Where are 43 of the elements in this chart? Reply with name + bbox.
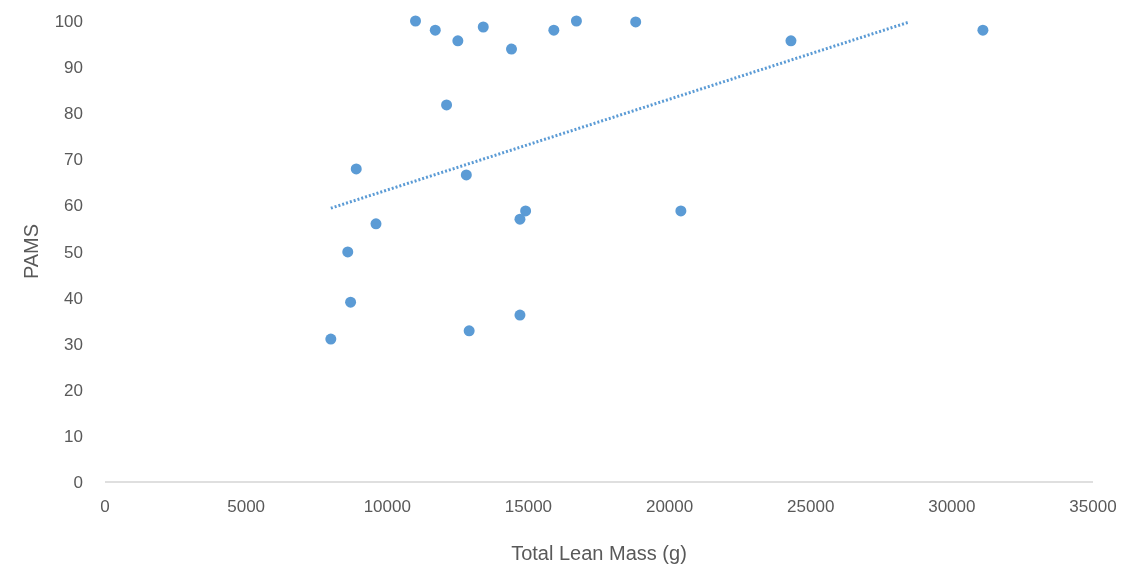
point [370, 218, 382, 230]
x-tick-label: 20000 [645, 497, 694, 516]
x-tick-label: 5000 [227, 497, 266, 516]
y-tick-label: 10 [64, 426, 83, 446]
y-tick-label: 30 [64, 334, 83, 354]
point [463, 325, 475, 337]
y-tick-label: 90 [64, 58, 83, 78]
x-tick-label: 15000 [504, 497, 553, 516]
y-tick-label: 40 [64, 288, 83, 308]
y-tick-label: 80 [64, 104, 83, 124]
y-tick-label: 20 [64, 380, 83, 400]
x-tick-label: 30000 [928, 497, 976, 516]
x-tick-label: 35000 [1069, 497, 1117, 516]
point [630, 16, 642, 28]
point [675, 205, 687, 217]
x-axis-title: Total Lean Mass (g) [511, 542, 687, 564]
point [548, 24, 560, 36]
point [452, 35, 464, 47]
y-axis-title: PAMS [20, 223, 42, 280]
y-tick-label: 50 [64, 242, 83, 262]
point [350, 163, 362, 175]
point [477, 21, 489, 33]
point [325, 333, 337, 345]
point [342, 246, 354, 258]
point [570, 15, 582, 27]
point [441, 99, 453, 111]
x-tick-label: 25000 [787, 497, 835, 516]
x-tick-label: 10000 [363, 497, 411, 516]
point [785, 35, 797, 47]
x-tick-label: 0 [100, 497, 110, 516]
point [520, 205, 532, 217]
point [977, 24, 989, 36]
y-tick-label: 70 [64, 150, 83, 170]
point [345, 296, 357, 308]
point [514, 309, 526, 321]
point [410, 15, 422, 27]
y-tick-label: 0 [73, 473, 83, 492]
point [505, 43, 517, 55]
y-tick-label: 60 [64, 196, 83, 216]
point [429, 24, 441, 36]
point [514, 213, 526, 225]
point [460, 169, 472, 181]
y-tick-label: 100 [54, 12, 83, 31]
